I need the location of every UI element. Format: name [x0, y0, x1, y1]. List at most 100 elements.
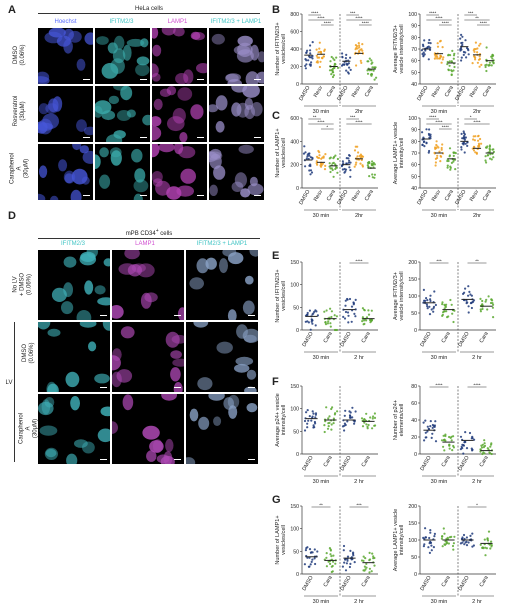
chart-c1-point-c4-12 — [353, 165, 356, 168]
chart-b1-point-c3-12 — [345, 69, 348, 72]
chart-e1-point-c1-7 — [329, 307, 332, 310]
chart-f2-point-c3-2 — [483, 439, 486, 442]
chart-c1-point-c2-11 — [330, 167, 333, 170]
chart-f2-point-c0-14 — [427, 427, 430, 430]
chart-c2-point-c2-15 — [446, 164, 449, 167]
chart-f1-point-c1-14 — [332, 417, 335, 420]
chart-c2-ytick-label-5: 90 — [411, 128, 417, 134]
chart-c1-point-c3-14 — [348, 154, 351, 157]
chart-b1-ytick-label-2: 400 — [290, 47, 299, 53]
chart-f2-ytick-label-0: 0 — [414, 452, 417, 458]
chart-e2-point-c2-10 — [462, 292, 465, 295]
chart-f1-point-c0-17 — [307, 419, 310, 422]
chart-f2-point-c0-21 — [429, 420, 432, 423]
chart-e1-point-c2-12 — [350, 305, 354, 308]
chart-c2-point-c3-17 — [464, 136, 467, 139]
chart-e1-point-c1-13 — [327, 320, 330, 323]
chart-b2-point-c3-19 — [465, 56, 468, 59]
chart-f1-point-c2-21 — [349, 411, 352, 414]
chart-b2-point-c4-9 — [478, 65, 481, 68]
chart-e2-sig-label-1: ** — [475, 258, 479, 263]
chart-e1-point-c0-3 — [306, 311, 309, 315]
chart-c2-point-c3-8 — [466, 141, 469, 144]
chart-e2-point-c0-16 — [425, 297, 428, 300]
chart-e1-point-c3-21 — [370, 309, 373, 312]
chart-c1-point-c0-10 — [304, 165, 307, 168]
chart-c2-point-c4-15 — [472, 138, 475, 141]
chart-f1-point-c1-11 — [323, 430, 326, 434]
chart-c1-point-c0-4 — [302, 152, 306, 155]
chart-c1-point-c1-5 — [324, 164, 327, 167]
chart-e2-point-c2-1 — [470, 294, 473, 297]
chart-c2-point-c2-8 — [450, 161, 453, 164]
chart-c1-point-c5-7 — [371, 173, 374, 176]
chart-e2-group-label-0: 30 min — [431, 355, 448, 361]
chart-c2-point-c5-20 — [485, 146, 488, 149]
chart-e2-point-c1-14 — [441, 301, 444, 304]
chart-g1-point-c0-13 — [308, 548, 312, 551]
chart-c1-point-c0-13 — [309, 156, 312, 159]
panel-d-lv-label: LV — [5, 380, 13, 386]
chart-b2-point-c4-11 — [478, 57, 481, 61]
chart-c2-point-c4-17 — [479, 137, 482, 141]
chart-g2-category-label-3: Cara — [479, 575, 490, 588]
chart-f2-point-c3-8 — [481, 443, 484, 446]
chart-g1-point-c0-8 — [316, 550, 319, 553]
chart-c1-point-c3-2 — [345, 162, 348, 165]
chart-c1-point-c1-16 — [316, 163, 319, 166]
chart-b2-point-c5-21 — [485, 63, 488, 66]
chart-b2-ytick-label-6: 100 — [408, 12, 417, 18]
chart-c1-point-c1-20 — [323, 168, 327, 171]
chart-f1-point-c1-6 — [326, 427, 330, 430]
chart-b1-point-c1-5 — [315, 48, 318, 51]
chart-c2-point-c0-20 — [422, 140, 425, 144]
chart-g1-point-c2-21 — [342, 544, 346, 548]
chart-b1-point-c0-11 — [304, 67, 307, 70]
chart-c2-point-c4-7 — [475, 152, 478, 155]
chart-c2-category-label-1: Resv — [431, 189, 442, 203]
chart-c1-sig-label-3: *** — [350, 114, 356, 119]
chart-g1-point-c0-0 — [311, 558, 314, 561]
chart-g2-ytick-label-1: 50 — [411, 555, 417, 561]
chart-g2-point-c3-1 — [484, 554, 487, 557]
panel-letter-f: F — [272, 376, 279, 388]
chart-c1-point-c2-21 — [336, 157, 339, 161]
chart-g2-point-c2-7 — [472, 544, 475, 547]
chart-b2-category-label-5: Cara — [482, 85, 493, 98]
chart-g1-point-c1-15 — [331, 564, 334, 568]
chart-c1-point-c2-13 — [336, 171, 339, 174]
chart-c1-point-c4-15 — [356, 145, 359, 148]
chart-c2-ylabel: Average LAMP1+ vesicleintensity/cell — [393, 122, 405, 185]
panel-a-image-r1-c1 — [38, 28, 93, 84]
chart-b1-ytick-label-4: 800 — [290, 12, 299, 18]
panel-letter-a: A — [8, 4, 16, 16]
chart-c2-point-c5-14 — [488, 148, 492, 151]
chart-g2-ytick-label-3: 150 — [408, 521, 417, 527]
chart-f2-point-c2-21 — [465, 447, 469, 450]
chart-f2-point-c2-16 — [461, 447, 464, 450]
chart-b1-point-c2-15 — [332, 57, 335, 60]
chart-g2-sig-label-0: * — [476, 502, 478, 507]
chart-e1-point-c2-17 — [346, 297, 349, 301]
chart-b2-point-c3-20 — [460, 48, 463, 51]
chart-f1-point-c3-4 — [365, 412, 368, 415]
chart-c1-point-c1-18 — [320, 165, 323, 168]
chart-c2-point-c3-14 — [460, 148, 463, 151]
chart-e2-point-c1-17 — [445, 310, 448, 313]
chart-b2-point-c4-6 — [478, 55, 481, 58]
chart-c1-point-c2-16 — [332, 175, 335, 178]
chart-g1-ytick-label-0: 0 — [296, 572, 299, 578]
chart-c2-point-c5-7 — [484, 155, 487, 158]
chart-g1-point-c2-13 — [352, 551, 355, 554]
chart-e2-point-c3-13 — [481, 307, 484, 311]
chart-g1-point-c1-7 — [329, 553, 332, 556]
chart-b1-point-c4-11 — [355, 64, 358, 67]
chart-c1-point-c3-21 — [347, 161, 350, 164]
chart-b2-sig-label-3: *** — [468, 10, 474, 15]
chart-e2-point-c2-15 — [467, 285, 470, 288]
chart-f2-point-c1-17 — [444, 439, 447, 442]
chart-g1-point-c2-5 — [345, 562, 348, 565]
